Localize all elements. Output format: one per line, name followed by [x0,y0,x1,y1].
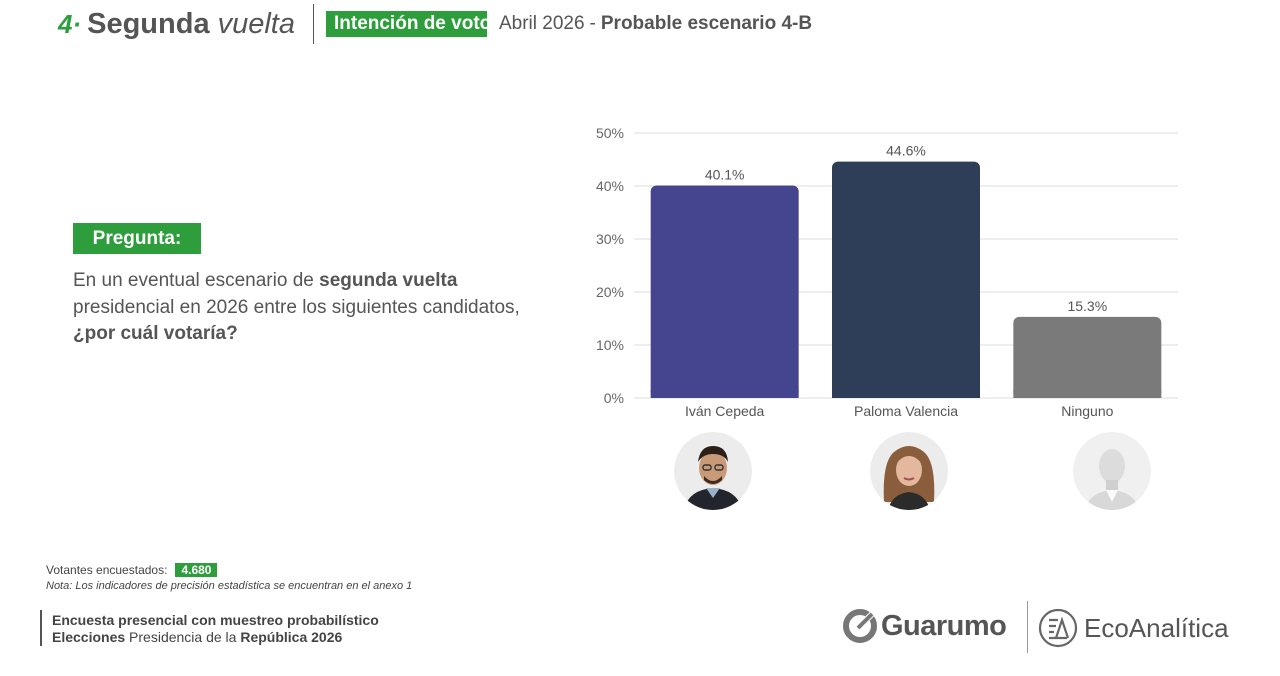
voters-count-badge: 4.680 [175,563,218,577]
header-dash: - [589,13,596,34]
person-photo-icon [870,432,948,510]
survey-description: Encuesta presencial con muestreo probabi… [52,612,379,646]
guarumo-logo: Guarumo [842,608,1007,644]
survey-date: Abril 2026 [498,13,585,34]
voters-info: Votantes encuestados: 4.680 [46,563,218,577]
question-text-bold: segunda vuelta [319,270,458,291]
header-divider [312,4,314,44]
scenario-label: Probable escenario 4-B [600,13,813,34]
question-text-part: presidencial en 2026 entre los siguiente… [73,296,520,318]
y-tick-label: 0% [604,390,624,406]
data-label: 15.3% [1067,298,1107,314]
survey-republic: República 2026 [240,629,343,645]
guarumo-wordmark: Guarumo [881,609,1007,642]
survey-method: Encuesta presencial con muestreo probabi… [52,612,379,628]
page-header: 4· Segunda vuelta Intención de voto Abri… [58,4,812,44]
question-text: En un eventual escenario de segunda vuel… [73,268,543,348]
y-tick-label: 30% [596,231,624,247]
ecoanalitica-mark-icon [1038,608,1078,648]
y-tick-label: 40% [596,178,624,194]
logo-divider [1027,601,1028,653]
question-text-part: En un eventual escenario de [73,270,320,291]
footer-accent-bar [40,610,42,646]
bar [832,161,980,398]
guarumo-mark-icon [843,609,877,643]
question-text-bold: ¿por cuál votaría? [73,323,238,344]
precision-note: Nota: Los indicadores de precisión estad… [46,580,413,592]
y-tick-label: 10% [596,337,624,353]
x-tick-label: Ninguno [1061,403,1113,419]
question-label: Pregunta: [73,223,201,254]
bar-base [650,390,799,398]
data-label: 44.6% [886,143,926,159]
data-label: 40.1% [705,166,745,182]
ecoanalitica-wordmark: EcoAnalítica [1084,612,1229,643]
x-tick-label: Iván Cepeda [685,403,765,419]
survey-presidency: Presidencia de la [125,629,241,645]
y-tick-label: 20% [596,284,624,300]
section-title-italic: vuelta [217,7,295,40]
y-tick-label: 50% [596,125,624,141]
bar-base [832,390,980,398]
bar-chart: 0% 10% 20% 30% 40% 50% 40.1% Iván Cepeda 44.6% Pa… [596,125,1178,419]
x-tick-label: Paloma Valencia [854,403,958,419]
bar-base [1013,390,1162,398]
person-photo-icon [674,432,752,510]
section-number: 4· [58,8,82,39]
voters-label: Votantes encuestados: [46,563,168,577]
anonymous-person-icon [1073,432,1151,510]
ecoanalitica-logo: EcoAnalítica [1038,608,1229,648]
bar [1013,316,1162,398]
section-title: Segunda [87,7,210,40]
topic-badge: Intención de voto [325,11,487,37]
survey-elections: Elecciones [52,629,126,645]
bar [650,185,799,398]
